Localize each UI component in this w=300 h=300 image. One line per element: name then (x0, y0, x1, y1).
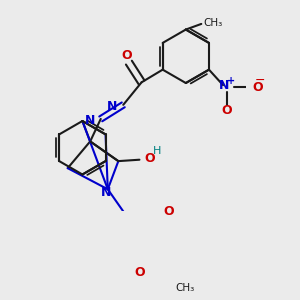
Text: O: O (134, 266, 145, 279)
Text: CH₃: CH₃ (175, 283, 195, 293)
Text: N: N (107, 100, 118, 113)
Text: O: O (252, 81, 262, 94)
Text: N: N (85, 114, 95, 127)
Text: N: N (219, 79, 230, 92)
Text: H: H (153, 146, 161, 156)
Text: O: O (164, 205, 174, 218)
Text: O: O (144, 152, 155, 165)
Text: CH₃: CH₃ (203, 18, 223, 28)
Text: N: N (101, 186, 112, 199)
Text: O: O (221, 104, 232, 117)
Text: −: − (254, 74, 265, 87)
Text: O: O (122, 49, 132, 62)
Text: +: + (227, 76, 236, 86)
